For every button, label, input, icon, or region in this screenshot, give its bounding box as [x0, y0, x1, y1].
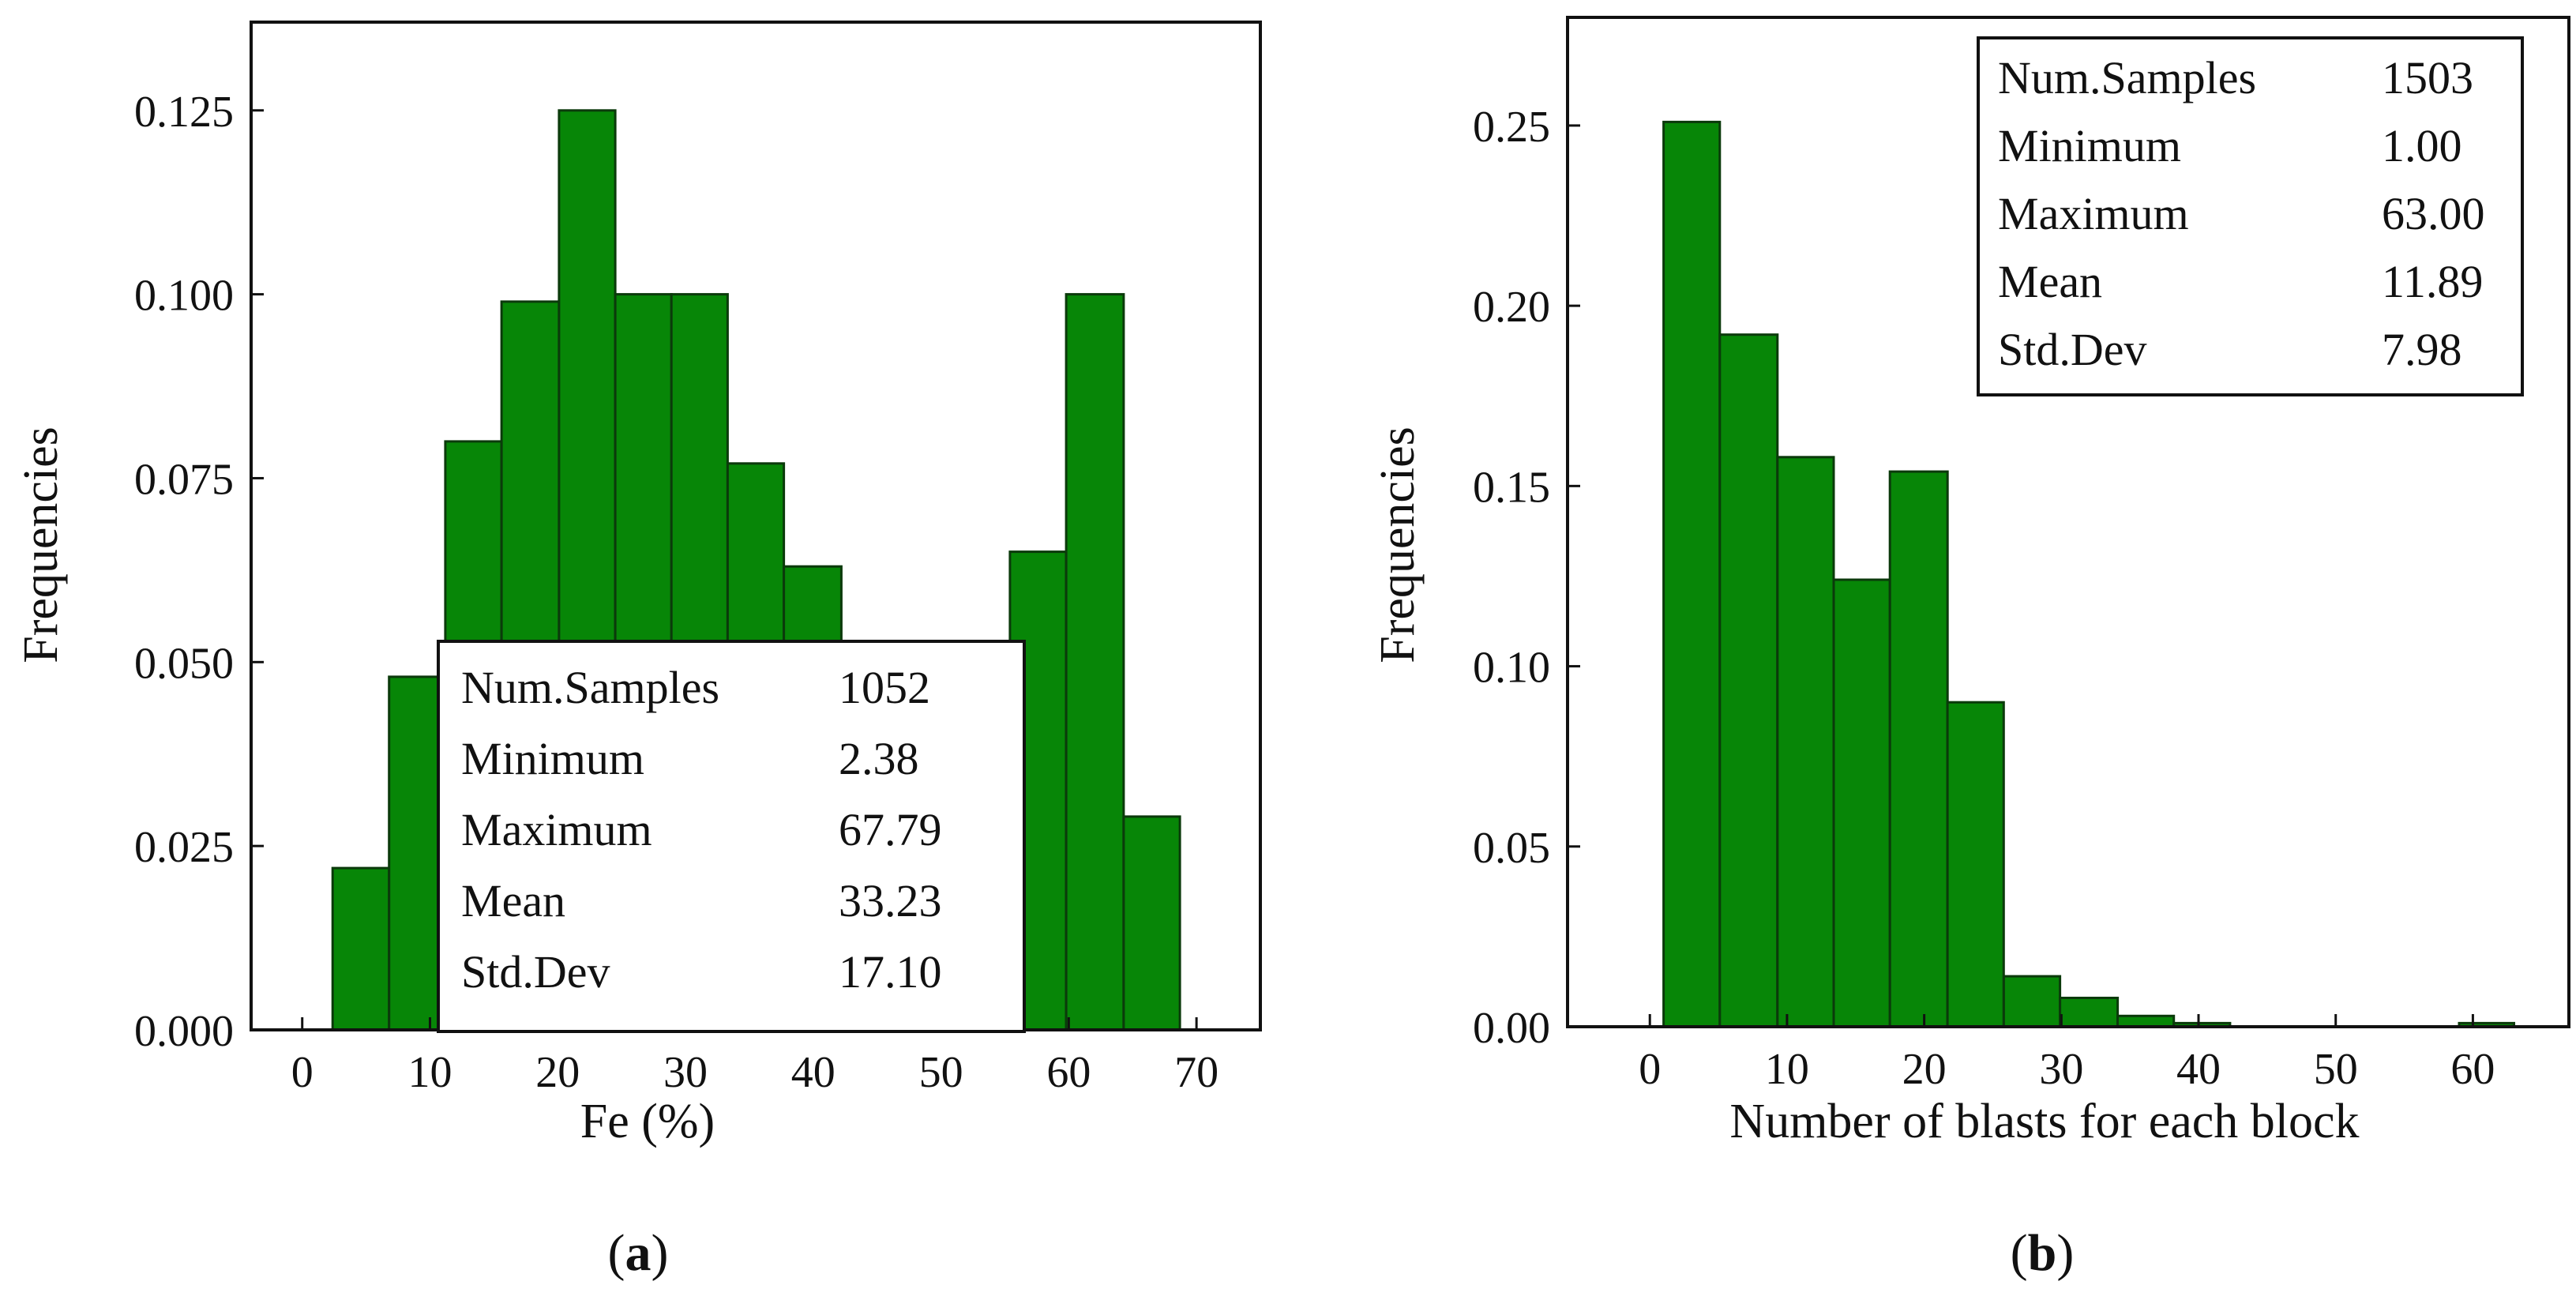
chart-a: 0.000 0.025 0.050 0.075 0.100 0.125 0 10 20 30 40… — [14, 21, 1262, 1282]
x-tick-label: 40 — [2176, 1045, 2221, 1094]
chart-b-x-axis-label: Number of blasts for each block — [1729, 1095, 2359, 1148]
x-tick-label: 10 — [407, 1048, 452, 1097]
chart-b-stats-frame — [1977, 36, 2524, 396]
stats-value: 1052 — [839, 662, 930, 713]
chart-a-panel-label: (a) — [608, 1224, 669, 1282]
stats-label: Minimum — [1998, 120, 2181, 171]
histogram-bar — [1776, 456, 1835, 1028]
chart-b-stats-box: Num.Samples 1503 Minimum 1.00 Maximum 63… — [1977, 36, 2524, 396]
chart-a-x-axis-label: Fe (%) — [580, 1095, 715, 1148]
x-tick-label: 20 — [1902, 1045, 1947, 1094]
chart-a-y-ticks: 0.000 0.025 0.050 0.075 0.100 0.125 — [134, 88, 264, 1056]
stats-label: Mean — [461, 875, 565, 926]
stats-value: 2.38 — [839, 733, 919, 784]
x-tick-label: 60 — [2450, 1045, 2495, 1094]
stats-value: 11.89 — [2382, 256, 2483, 307]
histogram-bar — [1832, 578, 1891, 1028]
stats-label: Mean — [1998, 256, 2102, 307]
chart-a-y-axis-label: Frequencies — [14, 426, 68, 663]
x-tick-label: 30 — [2039, 1045, 2083, 1094]
y-tick-label: 0.075 — [134, 455, 234, 504]
histogram-bar — [2116, 1014, 2176, 1028]
histogram-bar — [1888, 470, 1949, 1028]
stats-label: Maximum — [1998, 188, 2189, 239]
chart-b-x-ticks: 0 10 20 30 40 50 60 — [1639, 1014, 2495, 1094]
x-tick-label: 0 — [1639, 1045, 1661, 1094]
x-tick-label: 10 — [1765, 1045, 1809, 1094]
chart-b: 0.00 0.05 0.10 0.15 0.20 0.25 0 10 20 30 40 50 60 N… — [1371, 16, 2570, 1282]
histogram-bar — [1122, 815, 1181, 1031]
y-tick-label: 0.20 — [1473, 283, 1550, 332]
chart-a-stats-frame — [437, 640, 1026, 1033]
chart-a-stats-box: Num.Samples 1052 Minimum 2.38 Maximum 67… — [437, 640, 1026, 1033]
stats-label: Maximum — [461, 804, 652, 855]
x-tick-label: 30 — [663, 1048, 708, 1097]
chart-b-y-ticks: 0.00 0.05 0.10 0.15 0.20 0.25 — [1473, 103, 1580, 1053]
stats-value: 67.79 — [839, 804, 942, 855]
histogram-bar — [1718, 333, 1779, 1028]
x-tick-label: 60 — [1046, 1048, 1091, 1097]
x-tick-label: 0 — [291, 1048, 314, 1097]
chart-b-bars — [1662, 120, 2515, 1028]
histogram-bar — [2002, 975, 2062, 1028]
stats-value: 7.98 — [2382, 324, 2462, 375]
y-tick-label: 0.25 — [1473, 103, 1550, 152]
x-tick-label: 50 — [919, 1048, 963, 1097]
y-tick-label: 0.050 — [134, 639, 234, 688]
x-tick-label: 40 — [791, 1048, 836, 1097]
histogram-bar — [2059, 997, 2120, 1028]
stats-value: 17.10 — [839, 946, 942, 998]
x-tick-label: 20 — [535, 1048, 580, 1097]
stats-value: 33.23 — [839, 875, 942, 926]
y-tick-label: 0.05 — [1473, 824, 1550, 873]
y-tick-label: 0.000 — [134, 1007, 234, 1056]
histogram-bar — [1946, 701, 2005, 1028]
stats-label: Std.Dev — [461, 946, 610, 998]
stats-label: Minimum — [461, 733, 644, 784]
y-tick-label: 0.100 — [134, 272, 234, 321]
histogram-bar — [1065, 293, 1125, 1031]
y-tick-label: 0.025 — [134, 823, 234, 872]
y-tick-label: 0.10 — [1473, 644, 1550, 693]
chart-b-y-axis-label: Frequencies — [1371, 426, 1425, 663]
stats-label: Std.Dev — [1998, 324, 2147, 375]
chart-b-plot-frame — [1566, 16, 2570, 1028]
chart-b-panel-label: (b) — [2011, 1224, 2075, 1282]
histogram-bar — [388, 675, 447, 1031]
histogram-bar — [331, 866, 391, 1031]
y-tick-label: 0.15 — [1473, 463, 1550, 512]
x-tick-label: 50 — [2314, 1045, 2358, 1094]
stats-value: 63.00 — [2382, 188, 2485, 239]
histogram-bar — [1662, 120, 1722, 1028]
stats-label: Num.Samples — [1998, 52, 2256, 103]
chart-a-x-ticks: 0 10 20 30 40 50 60 70 — [291, 1017, 1219, 1097]
stats-value: 1.00 — [2382, 120, 2462, 171]
x-tick-label: 70 — [1174, 1048, 1219, 1097]
stats-value: 1503 — [2382, 52, 2473, 103]
y-tick-label: 0.125 — [134, 88, 234, 137]
y-tick-label: 0.00 — [1473, 1004, 1550, 1053]
stats-label: Num.Samples — [461, 662, 719, 713]
